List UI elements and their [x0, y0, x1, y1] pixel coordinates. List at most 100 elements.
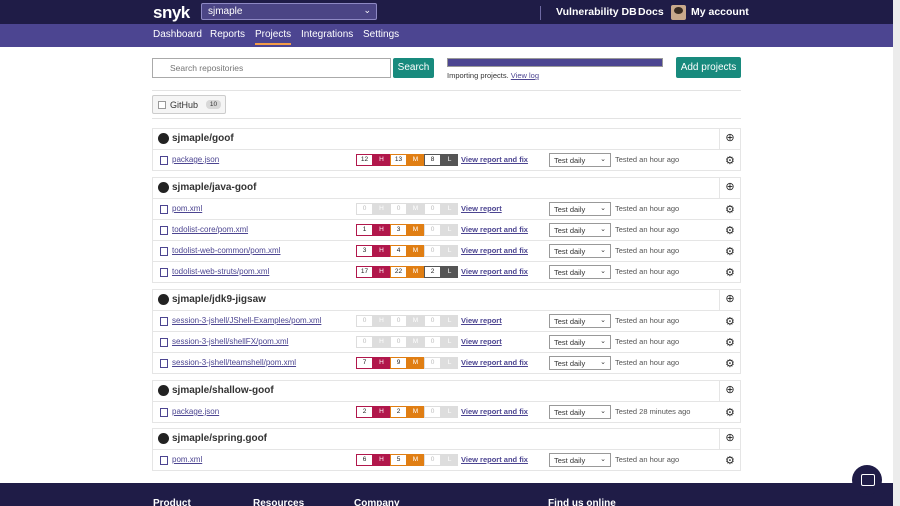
low-severity-label: L: [441, 154, 458, 166]
nav-settings[interactable]: Settings: [363, 29, 400, 40]
nav-projects[interactable]: Projects: [255, 29, 292, 45]
low-severity-label: L: [441, 266, 458, 278]
high-count: 7: [356, 357, 373, 369]
manifest-file-link[interactable]: package.json: [172, 155, 220, 164]
high-count: 0: [356, 315, 373, 327]
test-frequency-select[interactable]: Test daily ⌄: [549, 314, 611, 328]
view-report-link[interactable]: View report and fix: [461, 358, 528, 367]
github-checkbox[interactable]: [158, 101, 166, 109]
high-count: 0: [356, 203, 373, 215]
test-frequency-select[interactable]: Test daily ⌄: [549, 202, 611, 216]
test-frequency-select[interactable]: Test daily ⌄: [549, 356, 611, 370]
view-report-link[interactable]: View report and fix: [461, 155, 528, 164]
gear-icon[interactable]: ⚙: [725, 267, 735, 279]
chat-button[interactable]: [852, 465, 882, 495]
page-scrollbar[interactable]: [893, 0, 900, 506]
nav-integrations[interactable]: Integrations: [301, 29, 354, 40]
last-tested-text: Tested an hour ago: [615, 204, 680, 213]
my-account-link[interactable]: My account: [691, 6, 749, 18]
view-report-link[interactable]: View report and fix: [461, 225, 528, 234]
maven-file-icon: [160, 456, 168, 465]
manifest-file-link[interactable]: package.json: [172, 407, 220, 416]
gear-icon[interactable]: ⚙: [725, 316, 735, 328]
test-frequency-select[interactable]: Test daily ⌄: [549, 244, 611, 258]
add-project-icon[interactable]: ⊕: [719, 380, 740, 401]
add-project-icon[interactable]: ⊕: [719, 177, 740, 198]
repo-name[interactable]: sjmaple/goof: [172, 133, 234, 144]
test-frequency-select[interactable]: Test daily ⌄: [549, 265, 611, 279]
manifest-file-link[interactable]: session-3-jshell/teamshell/pom.xml: [172, 358, 297, 367]
view-report-link[interactable]: View report and fix: [461, 455, 528, 464]
vulnerability-db-link[interactable]: Vulnerability DB: [556, 6, 637, 18]
vulnerability-counts: 17 H 22 M 2 L: [356, 266, 458, 278]
repo-name[interactable]: sjmaple/spring.goof: [172, 433, 268, 444]
manifest-file-link[interactable]: session-3-jshell/JShell-Examples/pom.xml: [172, 316, 322, 325]
gear-icon[interactable]: ⚙: [725, 407, 735, 419]
test-frequency-select[interactable]: Test daily ⌄: [549, 335, 611, 349]
manifest-file-link[interactable]: session-3-jshell/shellFX/pom.xml: [172, 337, 289, 346]
repo-name[interactable]: sjmaple/jdk9-jigsaw: [172, 294, 266, 305]
gear-icon[interactable]: ⚙: [725, 155, 735, 167]
view-report-link[interactable]: View report: [461, 316, 502, 325]
medium-severity-label: M: [407, 315, 424, 327]
snyk-logo[interactable]: snyk: [153, 3, 190, 22]
view-log-link[interactable]: View log: [510, 71, 540, 80]
view-report-link[interactable]: View report: [461, 337, 502, 346]
gear-icon[interactable]: ⚙: [725, 225, 735, 237]
project-row: session-3-jshell/JShell-Examples/pom.xml…: [153, 311, 740, 332]
high-count: 0: [356, 336, 373, 348]
test-frequency-select[interactable]: Test daily ⌄: [549, 405, 611, 419]
low-severity-label: L: [441, 224, 458, 236]
docs-link[interactable]: Docs: [638, 6, 664, 18]
add-project-icon[interactable]: ⊕: [719, 289, 740, 310]
view-report-link[interactable]: View report and fix: [461, 407, 528, 416]
add-projects-button[interactable]: Add projects: [676, 57, 741, 78]
nav-reports[interactable]: Reports: [210, 29, 246, 40]
medium-severity-label: M: [407, 203, 424, 215]
gear-icon[interactable]: ⚙: [725, 358, 735, 370]
test-frequency-select[interactable]: Test daily ⌄: [549, 453, 611, 467]
manifest-file-link[interactable]: todolist-web-common/pom.xml: [172, 246, 281, 255]
medium-severity-label: M: [407, 154, 424, 166]
repo-header: sjmaple/java-goof ⊕: [153, 177, 740, 199]
nav-dashboard[interactable]: Dashboard: [153, 29, 202, 40]
manifest-file-link[interactable]: pom.xml: [172, 204, 203, 213]
gear-icon[interactable]: ⚙: [725, 455, 735, 467]
search-input[interactable]: [152, 58, 391, 78]
medium-severity-label: M: [407, 224, 424, 236]
gear-icon[interactable]: ⚙: [725, 204, 735, 216]
add-project-icon[interactable]: ⊕: [719, 428, 740, 449]
view-report-link[interactable]: View report and fix: [461, 267, 528, 276]
sub-navigation: Dashboard Reports Projects Integrations …: [0, 24, 893, 47]
chevron-down-icon: ⌄: [600, 226, 606, 233]
chevron-down-icon: ⌄: [600, 408, 606, 415]
github-icon: [158, 433, 169, 444]
manifest-file-link[interactable]: pom.xml: [172, 455, 203, 464]
last-tested-text: Tested an hour ago: [615, 358, 680, 367]
repo-group: sjmaple/shallow-goof ⊕ package.json 2 H 2 M 0 L V…: [152, 380, 741, 423]
github-filter[interactable]: GitHub 10: [152, 95, 226, 114]
gear-icon[interactable]: ⚙: [725, 337, 735, 349]
high-severity-label: H: [373, 224, 390, 236]
search-button[interactable]: Search: [393, 58, 434, 78]
manifest-file-link[interactable]: todolist-core/pom.xml: [172, 225, 249, 234]
manifest-file-link[interactable]: todolist-web-struts/pom.xml: [172, 267, 270, 276]
github-icon: [158, 133, 169, 144]
gear-icon[interactable]: ⚙: [725, 246, 735, 258]
test-frequency-select[interactable]: Test daily ⌄: [549, 153, 611, 167]
importing-text: Importing projects.: [447, 71, 509, 80]
repo-name[interactable]: sjmaple/shallow-goof: [172, 385, 274, 396]
high-severity-label: H: [373, 154, 390, 166]
repo-name[interactable]: sjmaple/java-goof: [172, 182, 257, 193]
org-selector[interactable]: sjmaple ⌄: [201, 3, 377, 20]
avatar[interactable]: [671, 5, 686, 20]
view-report-link[interactable]: View report and fix: [461, 246, 528, 255]
add-project-icon[interactable]: ⊕: [719, 128, 740, 149]
repo-group: sjmaple/spring.goof ⊕ pom.xml 6 H 5 M 0 L View re…: [152, 428, 741, 471]
test-frequency-select[interactable]: Test daily ⌄: [549, 223, 611, 237]
footer-heading-find-us: Find us online: [548, 498, 616, 506]
view-report-link[interactable]: View report: [461, 204, 502, 213]
